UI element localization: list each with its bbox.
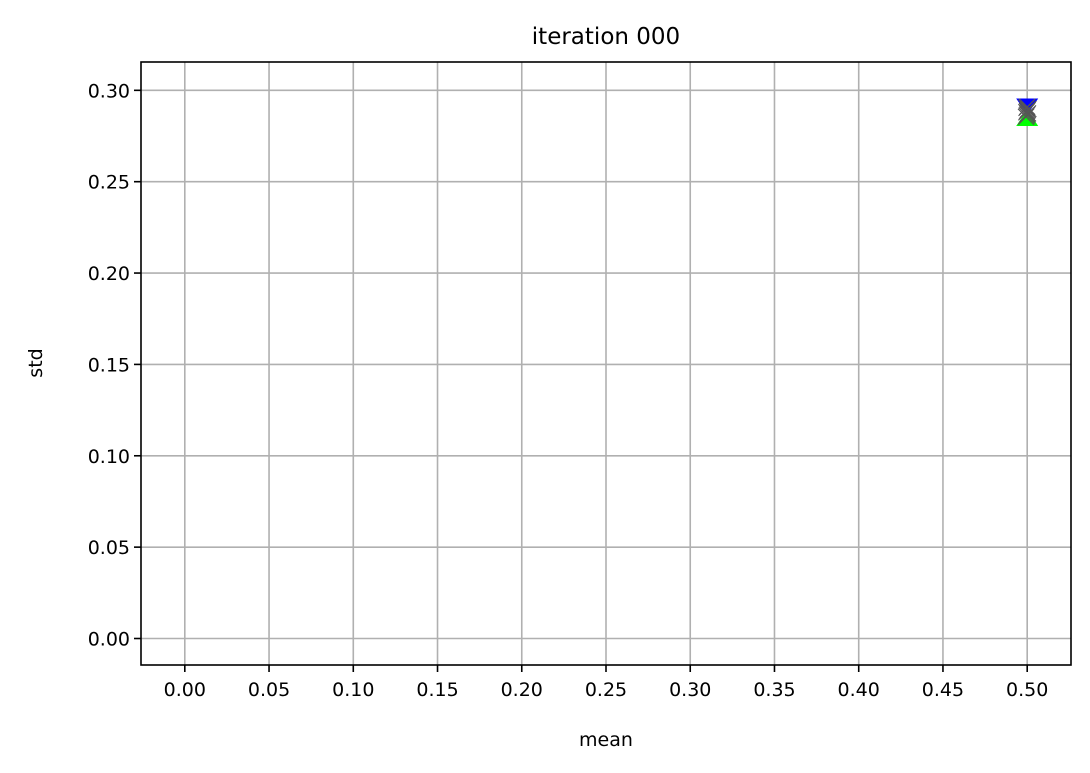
x-tick-label: 0.05 [248, 679, 290, 701]
y-tick-label: 0.15 [88, 354, 130, 376]
x-tick-label: 0.00 [164, 679, 206, 701]
x-axis-label: mean [579, 729, 633, 751]
y-tick-label: 0.25 [88, 172, 130, 194]
x-tick-label: 0.20 [501, 679, 543, 701]
grid-lines [141, 62, 1071, 665]
x-tick-label: 0.30 [669, 679, 711, 701]
y-tick-label: 0.00 [88, 629, 130, 651]
x-tick-label: 0.35 [753, 679, 795, 701]
data-markers [1016, 98, 1039, 126]
x-tick-label: 0.10 [332, 679, 374, 701]
y-tick-label: 0.20 [88, 263, 130, 285]
x-tick-label: 0.40 [838, 679, 880, 701]
axis-ticks: 0.00 0.05 0.10 0.15 0.20 0.25 0.30 0.35 0.40 0.45… [88, 80, 1049, 701]
x-tick-label: 0.50 [1006, 679, 1048, 701]
x-tick-label: 0.45 [922, 679, 964, 701]
y-tick-label: 0.05 [88, 537, 130, 559]
y-tick-label: 0.30 [88, 80, 130, 102]
y-axis-label: std [25, 348, 47, 377]
chart-title: iteration 000 [532, 24, 680, 50]
cross-marker [1018, 98, 1036, 116]
y-tick-label: 0.10 [88, 446, 130, 468]
x-tick-label: 0.25 [585, 679, 627, 701]
x-tick-label: 0.15 [416, 679, 458, 701]
